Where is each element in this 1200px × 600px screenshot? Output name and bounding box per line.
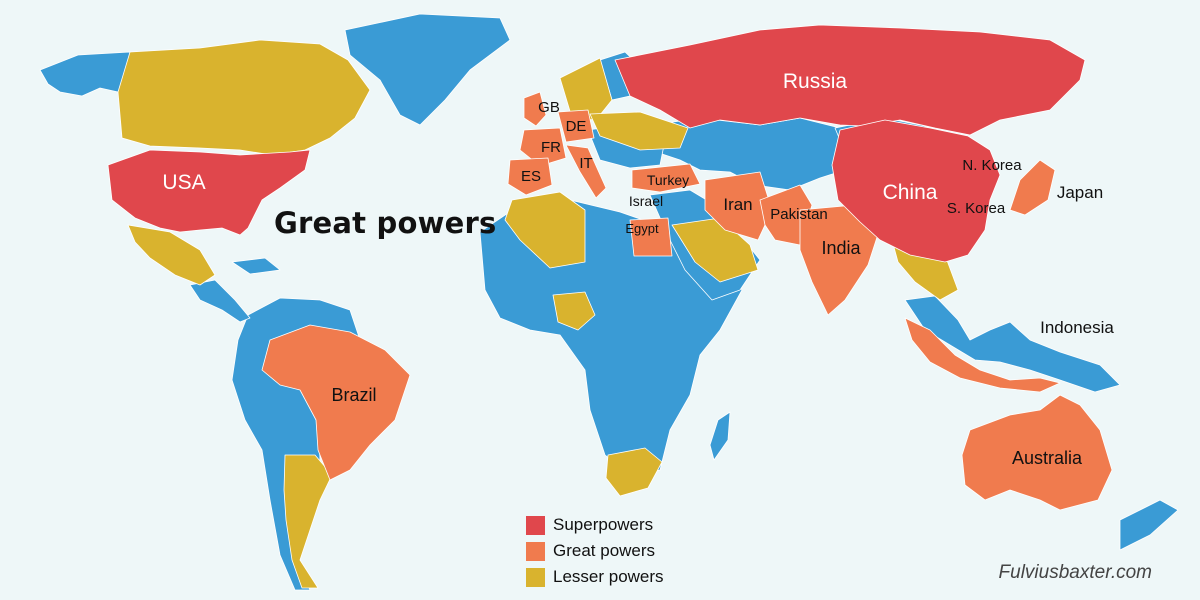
australia xyxy=(961,394,1113,511)
russia xyxy=(614,24,1086,136)
map-title: Great powers xyxy=(274,206,497,240)
label-iran: Iran xyxy=(723,195,752,214)
egypt xyxy=(629,217,673,257)
france xyxy=(519,127,567,167)
poland-ukraine xyxy=(589,111,689,151)
label-india: India xyxy=(821,238,861,258)
label-usa: USA xyxy=(162,171,205,194)
legend-swatch-lesser-powers xyxy=(526,567,545,587)
greenland-region xyxy=(344,13,511,126)
japan xyxy=(1009,159,1056,216)
label-de: DE xyxy=(566,118,587,135)
mexico xyxy=(127,224,216,286)
usa xyxy=(107,149,311,236)
label-china: China xyxy=(883,181,938,204)
africa-region xyxy=(479,199,743,476)
new-zealand-region xyxy=(1119,499,1179,551)
legend-swatch-superpowers xyxy=(526,515,545,535)
legend-label-superpowers: Superpowers xyxy=(553,515,654,534)
label-japan: Japan xyxy=(1057,183,1103,202)
legend-item-superpowers: Superpowers xyxy=(526,512,664,538)
legend-label-great-powers: Great powers xyxy=(553,541,656,560)
label-egypt: Egypt xyxy=(625,221,659,236)
turkey xyxy=(631,163,701,193)
central-america-region xyxy=(189,279,251,323)
caribbean-region xyxy=(231,257,281,275)
label-it: IT xyxy=(579,155,592,172)
italy xyxy=(565,144,607,199)
southeast-asia-region xyxy=(904,295,1121,393)
legend-label-lesser-powers: Lesser powers xyxy=(553,567,664,586)
label-israel: Israel xyxy=(629,193,663,209)
label-australia: Australia xyxy=(1012,448,1083,468)
label-brazil: Brazil xyxy=(331,385,376,405)
label-pakistan: Pakistan xyxy=(770,206,828,223)
great-britain xyxy=(523,91,547,127)
algeria-morocco xyxy=(504,191,586,269)
china xyxy=(831,119,1001,263)
spain xyxy=(507,157,553,196)
label-s-korea: S. Korea xyxy=(947,200,1006,217)
madagascar-region xyxy=(709,411,731,461)
label-n-korea: N. Korea xyxy=(962,157,1022,174)
legend-swatch-great-powers xyxy=(526,541,545,561)
brazil xyxy=(261,324,411,481)
nigeria xyxy=(552,291,596,331)
credit-text: Fulviusbaxter.com xyxy=(998,562,1152,583)
label-indonesia: Indonesia xyxy=(1040,318,1114,337)
germany xyxy=(557,109,595,143)
legend: Superpowers Great powers Lesser powers xyxy=(526,512,664,590)
label-es: ES xyxy=(521,168,541,185)
label-fr: FR xyxy=(541,139,561,156)
label-russia: Russia xyxy=(783,70,848,93)
label-gb: GB xyxy=(538,99,560,116)
indonesia xyxy=(904,317,1061,393)
canada xyxy=(117,39,371,156)
label-turkey: Turkey xyxy=(647,172,689,188)
legend-item-great-powers: Great powers xyxy=(526,538,664,564)
south-africa xyxy=(605,447,663,497)
legend-item-lesser-powers: Lesser powers xyxy=(526,564,664,590)
iran xyxy=(704,171,773,241)
